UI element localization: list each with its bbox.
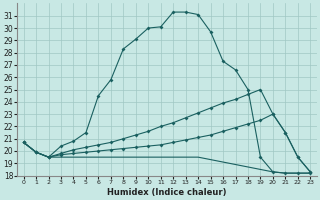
X-axis label: Humidex (Indice chaleur): Humidex (Indice chaleur) (107, 188, 227, 197)
